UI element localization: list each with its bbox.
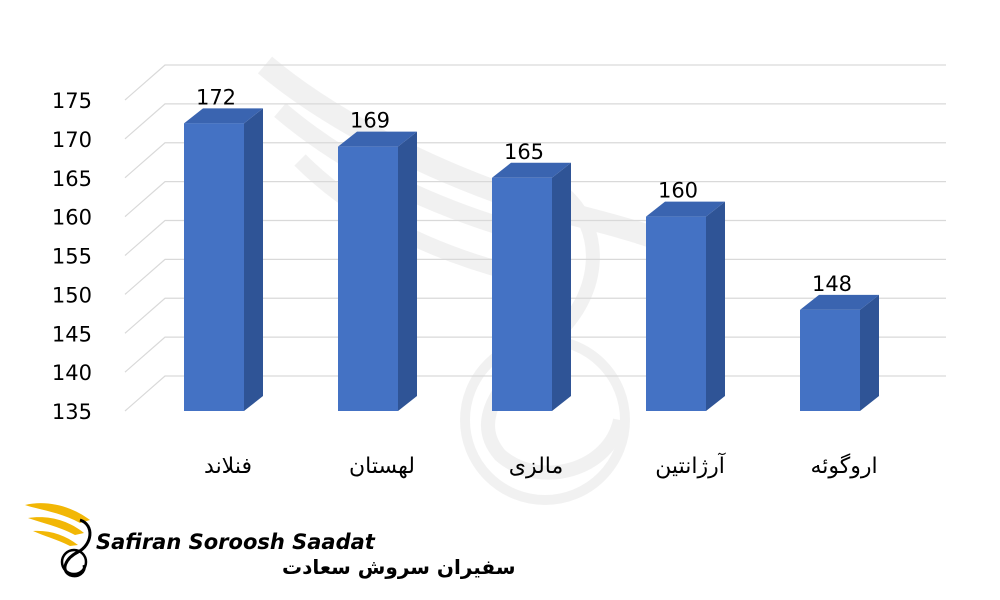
brand-logo: Safiran Soroosh Saadat سفیران سروش سعادت (25, 503, 516, 579)
bar (800, 294, 879, 411)
x-category-label: اروگوئه (810, 453, 877, 479)
x-category-label: مالزی (509, 454, 564, 479)
brand-name-en: Safiran Soroosh Saadat (96, 530, 376, 554)
data-label: 165 (504, 140, 544, 164)
y-axis-ticks: 135 140 145 150 155 160 165 170 175 (52, 89, 92, 424)
x-category-label: آرژانتین (655, 452, 726, 479)
y-tick-label: 165 (52, 167, 92, 191)
y-tick-label: 170 (52, 128, 92, 152)
wing-logo-icon (25, 503, 92, 578)
data-label: 148 (812, 272, 852, 296)
data-labels: 172 169 165 160 148 (196, 85, 852, 296)
y-tick-label: 175 (52, 89, 92, 113)
y-tick-label: 140 (52, 361, 92, 385)
data-label: 169 (350, 109, 390, 133)
data-label: 160 (658, 179, 698, 203)
category-labels: فنلاند لهستان مالزی آرژانتین اروگوئه (204, 452, 878, 479)
bar (646, 201, 725, 411)
data-label: 172 (196, 85, 236, 109)
gridline (124, 181, 946, 218)
bars (184, 108, 879, 411)
bar (184, 108, 263, 411)
bar (338, 131, 417, 411)
y-tick-label: 135 (52, 400, 92, 424)
y-tick-label: 155 (52, 245, 92, 269)
gridline (124, 142, 946, 179)
x-category-label: فنلاند (204, 454, 252, 479)
y-tick-label: 145 (52, 322, 92, 346)
gridline (124, 103, 946, 140)
gridline (124, 64, 946, 101)
x-category-label: لهستان (349, 454, 415, 479)
background-watermark (257, 56, 664, 505)
bar (492, 162, 571, 411)
y-tick-label: 160 (52, 206, 92, 230)
brand-name-fa: سفیران سروش سعادت (282, 555, 516, 579)
y-tick-label: 150 (52, 283, 92, 307)
